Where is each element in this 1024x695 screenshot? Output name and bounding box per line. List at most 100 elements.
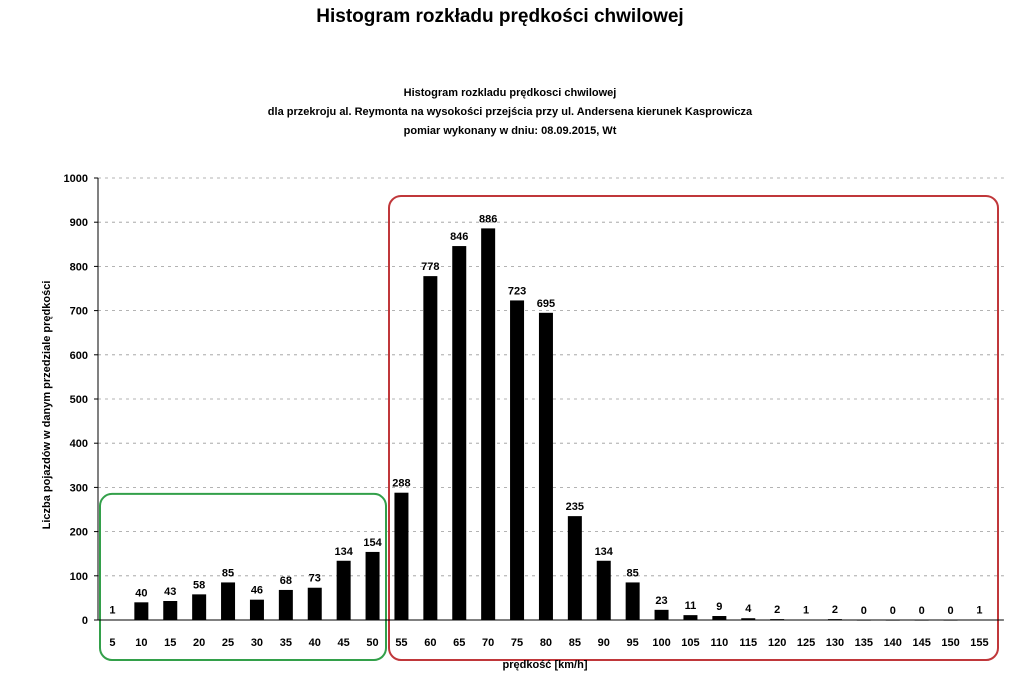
x-tick-label: 155	[970, 637, 988, 649]
bar-value-label: 73	[309, 573, 321, 585]
bar-70	[481, 228, 496, 620]
x-tick-label: 60	[424, 637, 436, 649]
bar-155	[972, 619, 987, 621]
chart-title: Histogram rozkladu prędkosci chwilowej	[403, 87, 617, 99]
bar-value-label: 886	[479, 213, 497, 225]
bar-30	[249, 599, 264, 620]
x-tick-label: 40	[309, 637, 321, 649]
y-tick-label: 800	[70, 261, 88, 273]
bar-65	[452, 246, 467, 620]
bar-75	[510, 300, 525, 620]
y-tick-label: 200	[70, 527, 88, 539]
y-tick-label: 600	[70, 350, 88, 362]
x-tick-label: 30	[251, 637, 263, 649]
x-tick-label: 15	[164, 637, 176, 649]
bar-value-label: 2	[832, 604, 838, 616]
bar-value-label: 0	[947, 605, 953, 617]
bar-35	[278, 589, 293, 620]
bar-130	[827, 619, 842, 620]
x-tick-label: 85	[569, 637, 581, 649]
bar-value-label: 85	[222, 567, 234, 579]
bar-value-label: 23	[655, 595, 667, 607]
x-tick-label: 70	[482, 637, 494, 649]
bar-125	[799, 619, 814, 621]
x-tick-label: 20	[193, 637, 205, 649]
bar-value-label: 723	[508, 285, 526, 297]
x-tick-label: 5	[109, 637, 115, 649]
y-tick-label: 500	[70, 394, 88, 406]
x-tick-label: 150	[941, 637, 959, 649]
bar-105	[683, 615, 698, 620]
x-tick-label: 140	[884, 637, 902, 649]
bar-45	[336, 560, 351, 620]
bar-value-label: 235	[566, 501, 584, 513]
bar-value-label: 0	[919, 605, 925, 617]
y-tick-label: 900	[70, 217, 88, 229]
x-tick-label: 65	[453, 637, 465, 649]
bar-120	[770, 619, 785, 620]
page-title: Histogram rozkładu prędkości chwilowej	[316, 6, 684, 27]
y-tick-label: 400	[70, 438, 88, 450]
x-tick-label: 25	[222, 637, 234, 649]
bar-value-label: 46	[251, 585, 263, 597]
y-tick-label: 100	[70, 571, 88, 583]
bar-value-label: 134	[595, 546, 614, 558]
y-tick-label: 1000	[64, 173, 88, 185]
bar-value-label: 1	[803, 605, 809, 617]
x-tick-label: 55	[395, 637, 407, 649]
bar-60	[423, 276, 438, 620]
bar-value-label: 134	[334, 546, 353, 558]
bar-110	[712, 616, 727, 620]
x-tick-label: 125	[797, 637, 815, 649]
x-tick-label: 135	[855, 637, 873, 649]
bar-80	[538, 312, 553, 620]
x-tick-label: 120	[768, 637, 786, 649]
bar-value-label: 0	[861, 605, 867, 617]
bar-95	[625, 582, 640, 620]
y-tick-label: 0	[82, 615, 88, 627]
bar-85	[567, 516, 582, 620]
bar-140	[885, 620, 900, 621]
x-tick-label: 10	[135, 637, 147, 649]
bar-value-label: 288	[392, 478, 410, 490]
bars	[105, 228, 987, 621]
bar-value-label: 1	[976, 605, 982, 617]
x-tick-label: 50	[366, 637, 378, 649]
bar-value-label: 154	[363, 537, 382, 549]
bar-value-label: 4	[745, 603, 752, 615]
bar-value-label: 58	[193, 579, 205, 591]
bar-value-label: 11	[685, 600, 697, 612]
bar-value-label: 85	[627, 567, 639, 579]
chart-subtitle-date: pomiar wykonany w dniu: 08.09.2015, Wt	[403, 125, 617, 137]
bar-135	[856, 620, 871, 621]
x-tick-label: 100	[652, 637, 670, 649]
x-tick-label: 45	[338, 637, 350, 649]
y-tick-label: 700	[70, 306, 88, 318]
bar-value-label: 68	[280, 575, 292, 587]
bar-value-label: 43	[164, 586, 176, 598]
highlight-region	[388, 195, 999, 661]
bar-value-label: 695	[537, 298, 555, 310]
bar-145	[914, 620, 929, 621]
bar-value-label: 1	[109, 605, 115, 617]
bar-value-label: 778	[421, 261, 439, 273]
bar-55	[394, 492, 409, 620]
bar-150	[943, 620, 958, 621]
x-tick-label: 130	[826, 637, 844, 649]
x-tick-label: 95	[627, 637, 639, 649]
bar-100	[654, 609, 669, 620]
x-tick-label: 80	[540, 637, 552, 649]
y-tick-label: 300	[70, 482, 88, 494]
bar-10	[134, 602, 149, 620]
chart-subtitle-location: dla przekroju al. Reymonta na wysokości …	[267, 106, 753, 118]
x-tick-label: 35	[280, 637, 292, 649]
x-axis-label: prędkość [km/h]	[503, 659, 588, 671]
bar-20	[192, 594, 207, 620]
x-tick-label: 115	[739, 637, 757, 649]
bar-25	[221, 582, 236, 620]
bar-15	[163, 600, 178, 620]
bar-40	[307, 587, 322, 620]
